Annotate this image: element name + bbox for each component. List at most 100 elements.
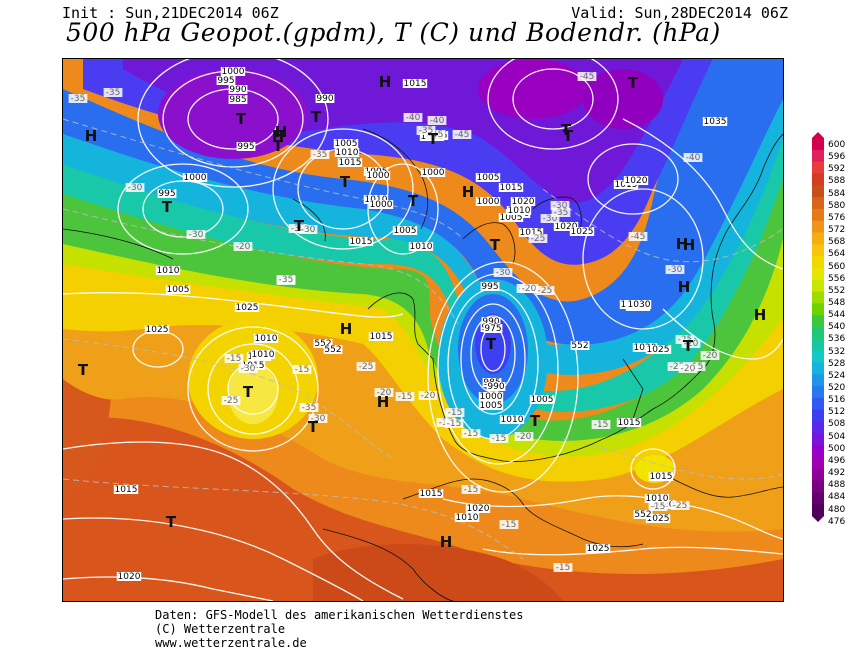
- isotherm-label-box: [292, 365, 312, 374]
- isotherm-label-box: [233, 242, 253, 251]
- isotherm-label: -35: [276, 275, 296, 285]
- isobar-label: 1010: [644, 494, 670, 504]
- isobar-label-text: 995: [217, 76, 234, 86]
- legend-value: 592: [828, 164, 846, 175]
- isotherm-label-box: [665, 265, 685, 274]
- isobar-label: 1020: [116, 572, 142, 582]
- isobar-label-box: [228, 85, 248, 94]
- isobar-label-text: 1025: [146, 325, 169, 335]
- height-label: 552: [570, 341, 590, 351]
- isotherm-label-box: [678, 364, 698, 373]
- isotherm-label-box: [221, 396, 241, 405]
- isobar-label: 1030: [626, 300, 652, 310]
- isobar-label-text: 1010: [157, 266, 180, 276]
- legend-swatch: [812, 291, 824, 304]
- isobar-label: 1005: [475, 173, 501, 183]
- legend-value: 588: [828, 176, 846, 187]
- isobar-label: 990: [315, 94, 335, 104]
- isobar-label-box: [216, 76, 236, 85]
- weather-map: 1000 995 990 985 990 1015 995 1000 1005 1010 1015 1…: [62, 58, 784, 602]
- isotherm-label-box: [416, 126, 436, 135]
- isobar-label-text: 1015: [520, 228, 543, 238]
- isotherm-label-box: [186, 230, 206, 239]
- legend-value: 524: [828, 370, 846, 381]
- isobar-label-text: 1015: [650, 472, 673, 482]
- isotherm-label-text: -45: [429, 130, 444, 140]
- legend-swatch: [812, 197, 824, 210]
- isotherm-label: -20: [678, 364, 698, 374]
- legend-swatch: [812, 327, 824, 340]
- isotherm-label: -15: [444, 419, 464, 429]
- isobar-label-text: 985: [229, 95, 246, 105]
- isotherm-label-box: [418, 391, 438, 400]
- isobar-label-text: 1005: [167, 285, 190, 295]
- footer-copyright: (C) Wetterzentrale: [155, 622, 286, 636]
- isobar-label: 1010: [253, 334, 279, 344]
- isotherm-label-box: [310, 150, 330, 159]
- low-pressure-marker: T: [683, 337, 694, 355]
- height-label-box: [313, 339, 333, 348]
- isobar-label-box: [529, 395, 555, 404]
- isotherm-label-text: -30: [553, 201, 568, 211]
- legend-value: 536: [828, 334, 846, 345]
- isobars: [63, 59, 783, 601]
- isobar-label-box: [155, 266, 181, 275]
- low-pressure-marker: T: [561, 121, 572, 139]
- low-pressure-marker: T: [486, 335, 497, 353]
- isobar-label-box: [475, 197, 501, 206]
- isotherm-label-text: -15: [492, 434, 507, 444]
- isotherm-label-text: -25: [359, 362, 374, 372]
- legend-value: 552: [828, 285, 846, 296]
- isotherm-label-box: [308, 414, 328, 423]
- isobar-label-box: [236, 142, 256, 151]
- isotherm-label-text: -30: [543, 214, 558, 224]
- isotherm-label: -20: [233, 242, 253, 252]
- legend-swatch: [812, 185, 824, 198]
- legend-value: 596: [828, 152, 846, 163]
- isotherm-label: -15: [591, 420, 611, 430]
- isobar-label: 1020: [632, 343, 658, 353]
- isotherm-label-text: -35: [71, 94, 86, 104]
- low-pressure-marker: T: [162, 198, 173, 216]
- isobar-label-box: [644, 494, 670, 503]
- isobar-label-box: [483, 324, 503, 333]
- high-pressure-marker: H: [85, 127, 98, 145]
- isobar-label-text: 975: [484, 324, 501, 334]
- height-label: 552: [313, 339, 333, 349]
- isobar-label-text: 1010: [508, 206, 531, 216]
- isobar-label: 985: [228, 95, 248, 105]
- isobar-label-box: [623, 176, 649, 185]
- isotherm-label: -15: [292, 365, 312, 375]
- isotherm-label: -30: [186, 230, 206, 240]
- isobar-label-box: [569, 227, 595, 236]
- isotherm-label-text: -25: [673, 501, 688, 511]
- isotherm-label-text: -30: [128, 183, 143, 193]
- legend-value: 512: [828, 407, 846, 418]
- isobar-label-box: [616, 418, 642, 427]
- isotherm-label: -45: [628, 232, 648, 242]
- isobar-label-text: 1015: [115, 485, 138, 495]
- field-purple-ne: [583, 69, 663, 129]
- legend-value: 556: [828, 273, 846, 284]
- valid-time: Valid: Sun,28DEC2014 06Z: [571, 4, 788, 22]
- isobar-label-text: 1025: [647, 514, 670, 524]
- legend-value: 484: [828, 492, 846, 503]
- isotherm-label-box: [514, 432, 534, 441]
- low-pressure-marker: T: [294, 217, 305, 235]
- isobar-label: 1005: [478, 401, 504, 411]
- isotherms: [63, 118, 783, 560]
- isotherm-label-text: -20: [684, 339, 699, 349]
- isotherm-label: -45: [426, 130, 446, 140]
- isobar-label-text: 995: [158, 189, 175, 199]
- isotherm-label: -35: [299, 403, 319, 413]
- isotherm-label-text: -25: [670, 362, 685, 372]
- low-pressure-marker: T: [340, 173, 351, 191]
- low-pressure-marker: T: [530, 412, 541, 430]
- legend-swatch: [812, 468, 824, 482]
- isobar-label-box: [626, 300, 652, 309]
- isotherm-label-text: -35: [313, 150, 328, 160]
- low-pressure-marker: T: [428, 130, 439, 148]
- isobar-label: 990: [228, 85, 248, 95]
- isobar-label-box: [348, 237, 374, 246]
- low-pressure-marker: T: [628, 74, 639, 92]
